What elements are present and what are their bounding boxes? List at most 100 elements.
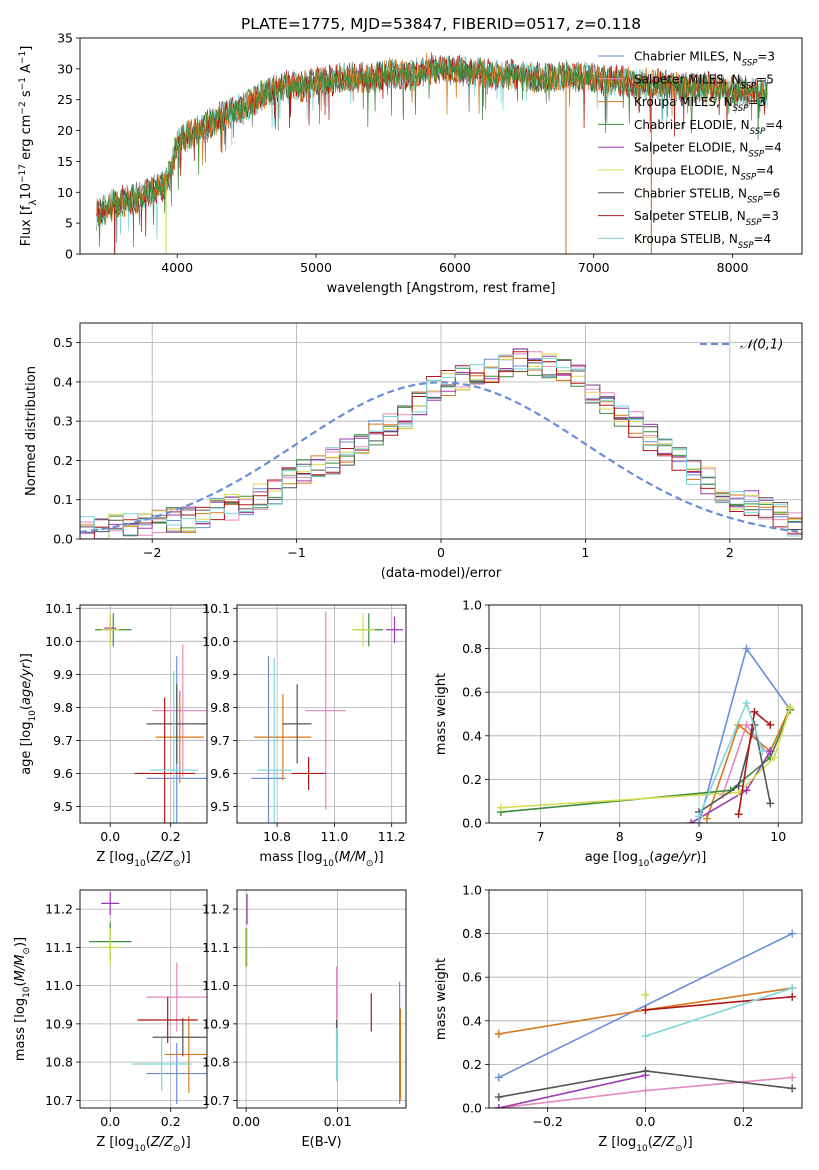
y-tick-label: 0.4	[53, 374, 73, 389]
legend-entry: Chabrier ELODIE, NSSP=4	[634, 118, 783, 137]
y-tick-label: 10.9	[202, 1016, 230, 1031]
errorbar-point	[137, 997, 198, 1043]
x-tick-label: 10	[770, 829, 786, 844]
x-axis-label: age [log10(age/yr)]	[585, 850, 707, 869]
y-tick-label: 35	[57, 31, 73, 46]
x-axis-label: E(B-V)	[301, 1135, 341, 1150]
weight-marker	[758, 747, 767, 756]
weight-marker	[742, 644, 751, 653]
y-tick-label: 9.9	[53, 667, 73, 682]
axes-frame	[236, 604, 407, 824]
weight-marker	[788, 992, 797, 1001]
weight-marker	[734, 810, 743, 819]
errorbar-point	[164, 1016, 207, 1093]
weight-marker	[750, 707, 759, 716]
errorbar-point	[305, 611, 346, 810]
panel-mass-vs-ebv: 0.00 0.01 10.7 10.8 10.9 11.0 11.1 11.2 E(B-V)	[202, 889, 407, 1150]
y-tick-label: 0.8	[462, 641, 482, 656]
weight-marker	[770, 753, 779, 762]
y-tick-label: 1.0	[462, 598, 482, 613]
x-tick-label: 0.01	[324, 1114, 352, 1129]
x-tick-label: 0.2	[161, 829, 181, 844]
x-tick-label: 11.0	[320, 829, 348, 844]
legend-entry: Kroupa STELIB, NSSP=4	[634, 232, 771, 251]
weight-marker	[494, 1029, 503, 1038]
plot-area-weight-vs-Z	[494, 929, 797, 1108]
x-axis-label: Z [log10(Z/Z⊙)]	[96, 850, 190, 869]
x-tick-label: 1	[581, 545, 589, 560]
weight-marker	[641, 1066, 650, 1075]
x-tick-label: 0.00	[232, 1114, 260, 1129]
normal-reference-curve	[80, 381, 802, 534]
y-tick-label: 9.8	[210, 700, 230, 715]
y-tick-label: 0.3	[53, 414, 73, 429]
weight-series	[641, 984, 797, 1041]
y-tick-label: 10.7	[202, 1093, 230, 1108]
y-tick-label: 0.1	[53, 492, 73, 507]
panel-spectrum: 4000 5000 6000 7000 8000 0 5 10 15 20 25 30 35 wavele…	[18, 31, 803, 296]
panel-age-vs-mass: 10.8 11.0 11.2 9.5 9.6 9.7 9.8 9.9 10.0 10.1 mass …	[202, 601, 407, 869]
weight-marker	[788, 929, 797, 938]
legend: Chabrier MILES, NSSP=3 Salpeter MILES, NS…	[598, 50, 783, 251]
plot-area-mass-vs-Z	[89, 891, 207, 1105]
errorbar-point	[251, 656, 286, 823]
spectrum-line	[96, 52, 768, 247]
errorbar-point	[155, 690, 204, 784]
legend-entry: Kroupa MILES, NSSP=3	[634, 95, 766, 114]
weight-marker	[788, 1073, 797, 1082]
errorbar-point	[282, 684, 312, 764]
x-tick-label: 8000	[717, 260, 749, 275]
weight-marker	[694, 812, 703, 821]
weight-series	[641, 990, 650, 999]
y-tick-label: 0.0	[462, 1101, 482, 1116]
y-tick-label: 9.5	[53, 799, 73, 814]
y-tick-label: 0.6	[462, 970, 482, 985]
x-tick-label: 7000	[578, 260, 610, 275]
y-tick-label: 10.0	[202, 634, 230, 649]
x-tick-label: 0	[437, 545, 445, 560]
errorbar-point	[101, 928, 120, 967]
axes-frame	[236, 889, 407, 1109]
y-tick-label: 10	[57, 185, 73, 200]
x-tick-label: 5000	[300, 260, 332, 275]
plot-area-age-vs-mass	[251, 611, 404, 823]
chart-title: PLATE=1775, MJD=53847, FIBERID=0517, z=0…	[241, 15, 641, 33]
errorbar-point	[146, 962, 207, 1032]
weight-marker	[641, 1086, 650, 1095]
errorbar-point	[146, 1042, 207, 1105]
x-tick-label: 11.2	[378, 829, 406, 844]
weight-marker	[742, 720, 751, 729]
y-tick-label: 9.6	[210, 766, 230, 781]
spectrum-line	[96, 54, 768, 254]
weight-series	[694, 699, 767, 821]
weight-series	[496, 705, 795, 817]
panel-age-vs-Z: 0.0 0.2 9.5 9.6 9.7 9.8 9.9 10.0 10.1 Z [log10(Z/…	[19, 601, 208, 869]
weight-series	[494, 1066, 797, 1102]
x-tick-label: 4000	[161, 260, 193, 275]
y-tick-label: 10.8	[45, 1055, 73, 1070]
x-axis-label: (data-model)/error	[381, 566, 502, 581]
y-tick-label: 0.4	[462, 728, 482, 743]
axes-frame	[488, 889, 803, 1109]
axes-frame	[79, 322, 803, 540]
y-tick-label: 11.0	[202, 978, 230, 993]
legend-entry: Kroupa ELODIE, NSSP=4	[634, 164, 774, 183]
weight-marker	[742, 699, 751, 708]
y-tick-label: 0.5	[53, 335, 73, 350]
weight-series	[694, 720, 775, 817]
histogram-step	[80, 348, 802, 539]
y-tick-label: 0.4	[462, 1013, 482, 1028]
x-tick-label: −0.2	[533, 1114, 563, 1129]
weight-marker	[494, 1073, 503, 1082]
y-tick-label: 10.9	[45, 1016, 73, 1031]
panel-weight-vs-age: 7 8 9 10 0.0 0.2 0.4 0.6 0.8 1.0 age [log10(age/yr…	[434, 598, 803, 869]
weight-marker	[788, 1084, 797, 1093]
x-axis-label: mass [log10(M/M⊙)]	[259, 850, 383, 869]
y-tick-label: 10.1	[45, 601, 73, 616]
weight-marker	[641, 990, 650, 999]
plot-area-spectrum	[96, 52, 768, 254]
histogram-step	[80, 351, 802, 539]
weight-series	[494, 929, 797, 1082]
errorbar-point	[385, 616, 404, 643]
